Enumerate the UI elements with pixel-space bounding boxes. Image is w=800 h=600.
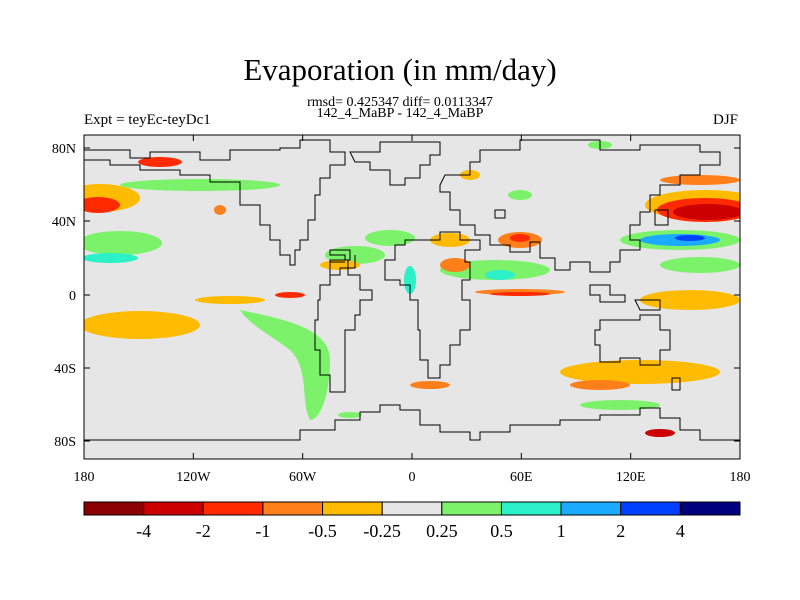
field-atlantic-teal (404, 266, 416, 294)
field-subtropical-pacific-green (84, 231, 162, 255)
season-label: DJF (712, 112, 738, 128)
field-tropical-pacific-green (660, 257, 740, 273)
colorbar: -4 -2 -1 -0.5 -0.25 0.25 0.5 1 2 4 (83, 501, 741, 541)
lon-tick-label: 180 (730, 470, 751, 485)
indonesia-outline (589, 284, 626, 303)
colorbar-swatch (679, 501, 741, 516)
greenland-outline (349, 141, 441, 186)
rmsd-diff-label: rmsd= 0.425347 diff= 0.0113347 (307, 95, 493, 110)
field-north-pacific-green (120, 179, 280, 191)
lat-tick-label: 40N (52, 215, 76, 230)
africa-outline (384, 231, 481, 379)
lat-tick-label: 80S (54, 435, 76, 450)
colorbar-label: -0.25 (363, 521, 401, 541)
colorbar-swatch (381, 501, 443, 516)
field-bering-red (138, 157, 182, 167)
colorbar-swatch (262, 501, 324, 516)
colorbar-swatch (560, 501, 622, 516)
field-south-pacific-orange (84, 311, 200, 339)
lon-tick-label: 120E (616, 470, 646, 485)
colorbar-swatch (500, 501, 562, 516)
experiment-label: Expt = teyEc-teyDc1 (84, 112, 211, 128)
colorbar-label: -1 (255, 521, 270, 541)
lat-tick-label: 0 (69, 289, 76, 304)
colorbar-label: 0.5 (490, 521, 513, 541)
field-east-africa-orange (440, 258, 470, 272)
colorbar-swatch (83, 501, 145, 516)
lat-tick-label: 40S (54, 362, 76, 377)
lon-tick-label: 180 (74, 470, 95, 485)
field-subtropical-pacific-teal (84, 253, 138, 263)
field-kamchatka-orange (660, 175, 740, 185)
south-america-outline (314, 259, 373, 393)
lon-tick-label: 60E (510, 470, 533, 485)
field-south-pacific-green (240, 310, 330, 420)
new-zealand-outline (671, 377, 681, 391)
colorbar-swatch (441, 501, 502, 516)
coastlines (84, 139, 740, 441)
caspian-outline (494, 209, 506, 219)
eurasia-outline (439, 139, 721, 273)
field-kuroshio-dark-red (673, 204, 740, 220)
field-southern-ocean-green-2 (338, 412, 362, 418)
field-west-pacific-dark-blue (675, 235, 705, 241)
anomaly-fields (84, 141, 740, 437)
field-north-pacific-red (84, 197, 120, 213)
colorbar-swatch (143, 501, 204, 516)
field-asia-red (510, 234, 530, 242)
case-label: 142_4_MaBP - 142_4_MaBP (316, 106, 484, 121)
field-pacific-spot-orange (214, 205, 226, 215)
field-indian-ocean-teal (485, 270, 515, 280)
colorbar-swatch (202, 501, 264, 516)
field-equatorial-pacific-orange (195, 296, 265, 304)
colorbar-swatch (620, 501, 681, 516)
field-siberia-green (508, 190, 532, 200)
lon-tick-label: 120W (176, 470, 211, 485)
new-guinea-outline (634, 299, 661, 311)
colorbar-label: -0.5 (308, 521, 337, 541)
colorbar-label: 1 (557, 521, 566, 541)
colorbar-swatch (322, 501, 383, 516)
field-equatorial-west-pacific-orange (640, 290, 740, 310)
field-south-atlantic-orange (410, 381, 450, 389)
colorbar-label: 2 (616, 521, 625, 541)
field-equatorial-indian-red (490, 292, 550, 296)
colorbar-label: -2 (196, 521, 211, 541)
lon-tick-label: 60W (289, 470, 317, 485)
field-antarctic-red (645, 429, 675, 437)
field-south-indian-red (570, 380, 630, 390)
lat-tick-label: 80N (52, 142, 76, 157)
japan-outline (654, 209, 669, 226)
colorbar-label: 4 (676, 521, 685, 541)
field-north-atlantic-green (365, 230, 415, 246)
australia-outline (594, 314, 671, 366)
field-equatorial-pacific-red (275, 292, 305, 298)
antarctica-outline (84, 404, 740, 441)
lon-tick-label: 0 (409, 470, 416, 485)
colorbar-label: -4 (136, 521, 151, 541)
axis-ticks: 180 120W 60W 0 60E 120E 180 80N 40N 0 40S 80S (52, 135, 751, 485)
north-america-outline (84, 139, 346, 266)
chart-title: Evaporation (in mm/day) (243, 52, 557, 87)
colorbar-label: 0.25 (426, 521, 458, 541)
